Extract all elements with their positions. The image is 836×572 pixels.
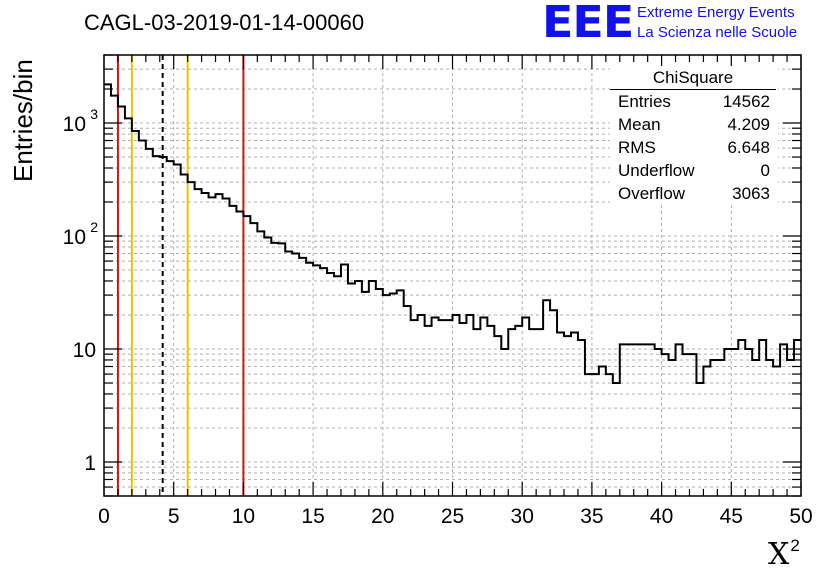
x-tick-label: 30 — [511, 505, 534, 528]
histogram-outline — [104, 83, 801, 385]
x-axis-label-base: X — [768, 537, 790, 572]
stats-value: 0 — [760, 161, 770, 180]
stats-label: Mean — [618, 115, 661, 134]
y-tick-label: 10 — [63, 113, 86, 136]
logo-line-2: La Scienza nelle Scuole — [637, 24, 798, 41]
stats-row-mean: Mean 4.209 — [610, 113, 778, 136]
stats-row-rms: RMS 6.648 — [610, 136, 778, 159]
eee-logo: EEE — [542, 0, 634, 48]
x-axis-label: X2 — [768, 536, 800, 572]
x-tick-label: 40 — [650, 505, 673, 528]
stats-row-underflow: Underflow 0 — [610, 159, 778, 182]
stats-label: Entries — [618, 92, 671, 111]
x-tick-label: 15 — [301, 505, 324, 528]
y-tick-label: 10 — [73, 339, 96, 362]
x-tick-label: 0 — [98, 505, 110, 528]
x-tick-label: 50 — [789, 505, 812, 528]
stats-value: 4.209 — [727, 115, 770, 134]
logo-line-1: Extreme Energy Events — [637, 4, 795, 21]
y-axis-label: Entries/bin — [8, 59, 38, 182]
y-tick-label-exponent: 3 — [90, 106, 98, 122]
stats-box: ChiSquare Entries 14562 Mean 4.209 RMS 6… — [610, 66, 778, 205]
stats-value: 3063 — [732, 184, 770, 203]
stats-value: 14562 — [722, 92, 770, 111]
x-tick-label: 45 — [720, 505, 743, 528]
x-axis-label-superscript: 2 — [790, 536, 800, 555]
stats-row-entries: Entries 14562 — [610, 90, 778, 113]
stats-title: ChiSquare — [610, 66, 776, 90]
x-tick-label: 20 — [371, 505, 394, 528]
stats-label: RMS — [618, 138, 656, 157]
x-tick-label: 35 — [580, 505, 603, 528]
stats-label: Underflow — [618, 161, 695, 180]
stats-row-overflow: Overflow 3063 — [610, 182, 778, 205]
stats-label: Overflow — [618, 184, 686, 203]
x-tick-label: 25 — [441, 505, 464, 528]
x-tick-label: 5 — [168, 505, 180, 528]
chart-title: CAGL-03-2019-01-14-00060 — [84, 10, 365, 35]
y-tick-label: 1 — [84, 452, 96, 475]
stats-value: 6.648 — [727, 138, 770, 157]
x-tick-label: 10 — [232, 505, 255, 528]
y-tick-label-exponent: 2 — [90, 219, 98, 235]
y-tick-label: 10 — [63, 226, 86, 249]
